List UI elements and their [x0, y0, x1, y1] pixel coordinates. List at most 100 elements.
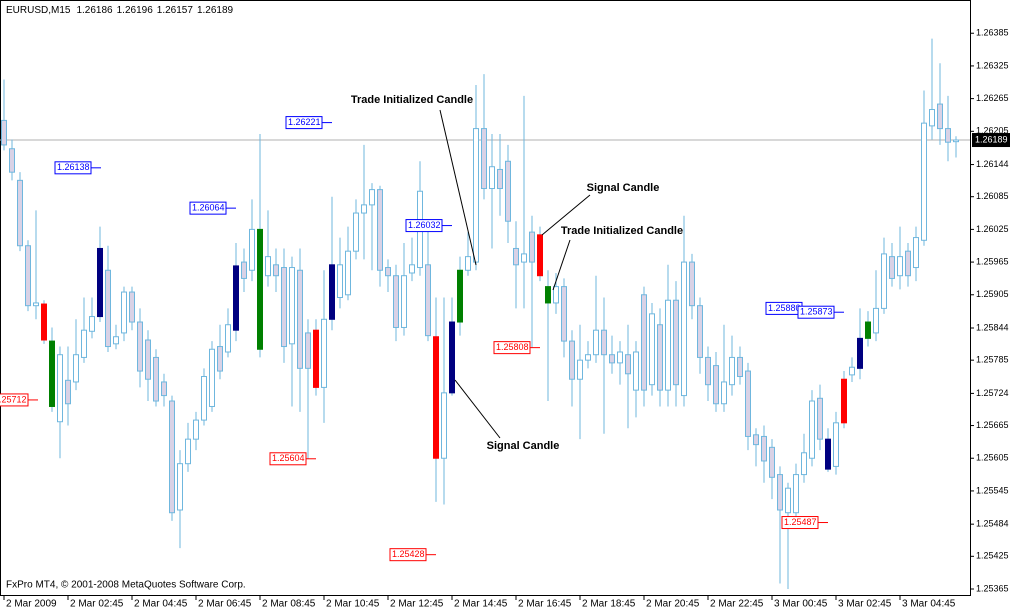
candle-body [657, 324, 663, 391]
candle-body [897, 256, 903, 277]
candle-body [425, 264, 431, 337]
candle-body [409, 264, 415, 274]
candle-body [945, 128, 951, 143]
annotation: Signal Candle [487, 440, 560, 452]
candle-body [121, 291, 127, 334]
candle-body [921, 122, 927, 241]
candle-body [881, 253, 887, 309]
candle-body [849, 366, 855, 376]
candle-body [353, 212, 359, 252]
candle-body [561, 286, 567, 342]
price-label: 1.26064 [192, 203, 225, 213]
candle-body [705, 356, 711, 386]
candle-body [857, 337, 863, 369]
plot-frame [0, 0, 971, 596]
price-label-box [0, 393, 29, 407]
candle-body [273, 264, 279, 277]
candle-body [97, 247, 103, 318]
candle-body [393, 275, 399, 328]
x-tick-label: 2 Mar 10:45 [326, 599, 380, 610]
candle-body [161, 381, 167, 397]
y-tick-label: 1.26085 [976, 191, 1009, 201]
candle-body [761, 435, 767, 462]
candle-body [361, 204, 367, 214]
price-label: 1.25808 [496, 342, 529, 352]
candle-body [105, 269, 111, 348]
x-tick-label: 2 Mar 18:45 [582, 599, 636, 610]
candle-body [913, 237, 919, 269]
price-label-box [797, 305, 835, 319]
candle-body [697, 305, 703, 358]
y-tick-label: 1.25365 [976, 583, 1009, 593]
candle-body [313, 329, 319, 388]
candle-body [433, 336, 439, 459]
candle-body [169, 400, 175, 514]
x-tick-label: 2 Mar 20:45 [646, 599, 700, 610]
price-label: 1.25428 [392, 549, 425, 559]
annotation: Trade Initialized Candle [561, 225, 683, 237]
candle-body [257, 228, 263, 350]
candle-body [265, 256, 271, 277]
price-label: 1.26221 [288, 117, 321, 127]
price-label: 1.25880 [768, 303, 801, 313]
candle-body [401, 275, 407, 328]
annotation-arrow [454, 379, 501, 439]
price-label: 1.25487 [784, 517, 817, 527]
candle-body [137, 321, 143, 372]
price-label-box [189, 201, 227, 215]
candle-body [441, 392, 447, 459]
candle-body [865, 321, 871, 339]
candle-body [721, 381, 727, 405]
header-high: 1.26196 [117, 5, 154, 16]
candle-body [385, 267, 391, 277]
candle-body [617, 351, 623, 364]
x-tick-label: 3 Mar 04:45 [902, 599, 956, 610]
candle-body [129, 291, 135, 323]
annotation-arrow [541, 194, 591, 236]
candle-body [449, 321, 455, 394]
candle-body [249, 228, 255, 271]
candle-body [753, 434, 759, 446]
current-price-box [972, 133, 1010, 148]
price-label: 1.26138 [57, 162, 90, 172]
x-tick-label: 2 Mar 04:45 [134, 599, 188, 610]
x-tick-label: 2 Mar 2009 [6, 599, 57, 610]
candle-body [81, 329, 87, 358]
candle-body [937, 103, 943, 130]
price-label-box [389, 548, 427, 562]
candle-body [713, 365, 719, 405]
candle-body [529, 231, 535, 263]
candle-body [513, 247, 519, 266]
price-label-box [269, 452, 307, 466]
y-tick-label: 1.25605 [976, 453, 1009, 463]
candle-body [185, 438, 191, 465]
candle-body [841, 378, 847, 424]
candle-body [585, 354, 591, 361]
candle-body [73, 354, 79, 383]
x-tick-label: 2 Mar 14:45 [454, 599, 508, 610]
candle-body [241, 261, 247, 279]
price-label: 1.25604 [272, 453, 305, 463]
candle-body [89, 316, 95, 332]
candle-body [569, 340, 575, 380]
candle-body [337, 264, 343, 298]
candle-body [1, 119, 7, 146]
price-label: 1.25712 [0, 394, 27, 404]
price-label: 1.26032 [408, 220, 441, 230]
y-tick-label: 1.25545 [976, 485, 1009, 495]
candle-body [17, 179, 23, 247]
price-label-box [405, 219, 443, 233]
x-tick-label: 2 Mar 22:45 [710, 599, 764, 610]
candle-body [521, 253, 527, 263]
candle-body [153, 356, 159, 402]
candle-body [593, 329, 599, 356]
y-tick-label: 1.26205 [976, 126, 1009, 136]
y-tick-label: 1.26265 [976, 93, 1009, 103]
price-label-box [285, 116, 323, 130]
y-tick-label: 1.25965 [976, 256, 1009, 266]
chart-header: EURUSD,M15 1.26186 1.26196 1.26157 1.26189 [6, 5, 234, 16]
candle-body [825, 438, 831, 470]
price-label-box [493, 341, 531, 355]
annotation-arrow [552, 239, 571, 291]
